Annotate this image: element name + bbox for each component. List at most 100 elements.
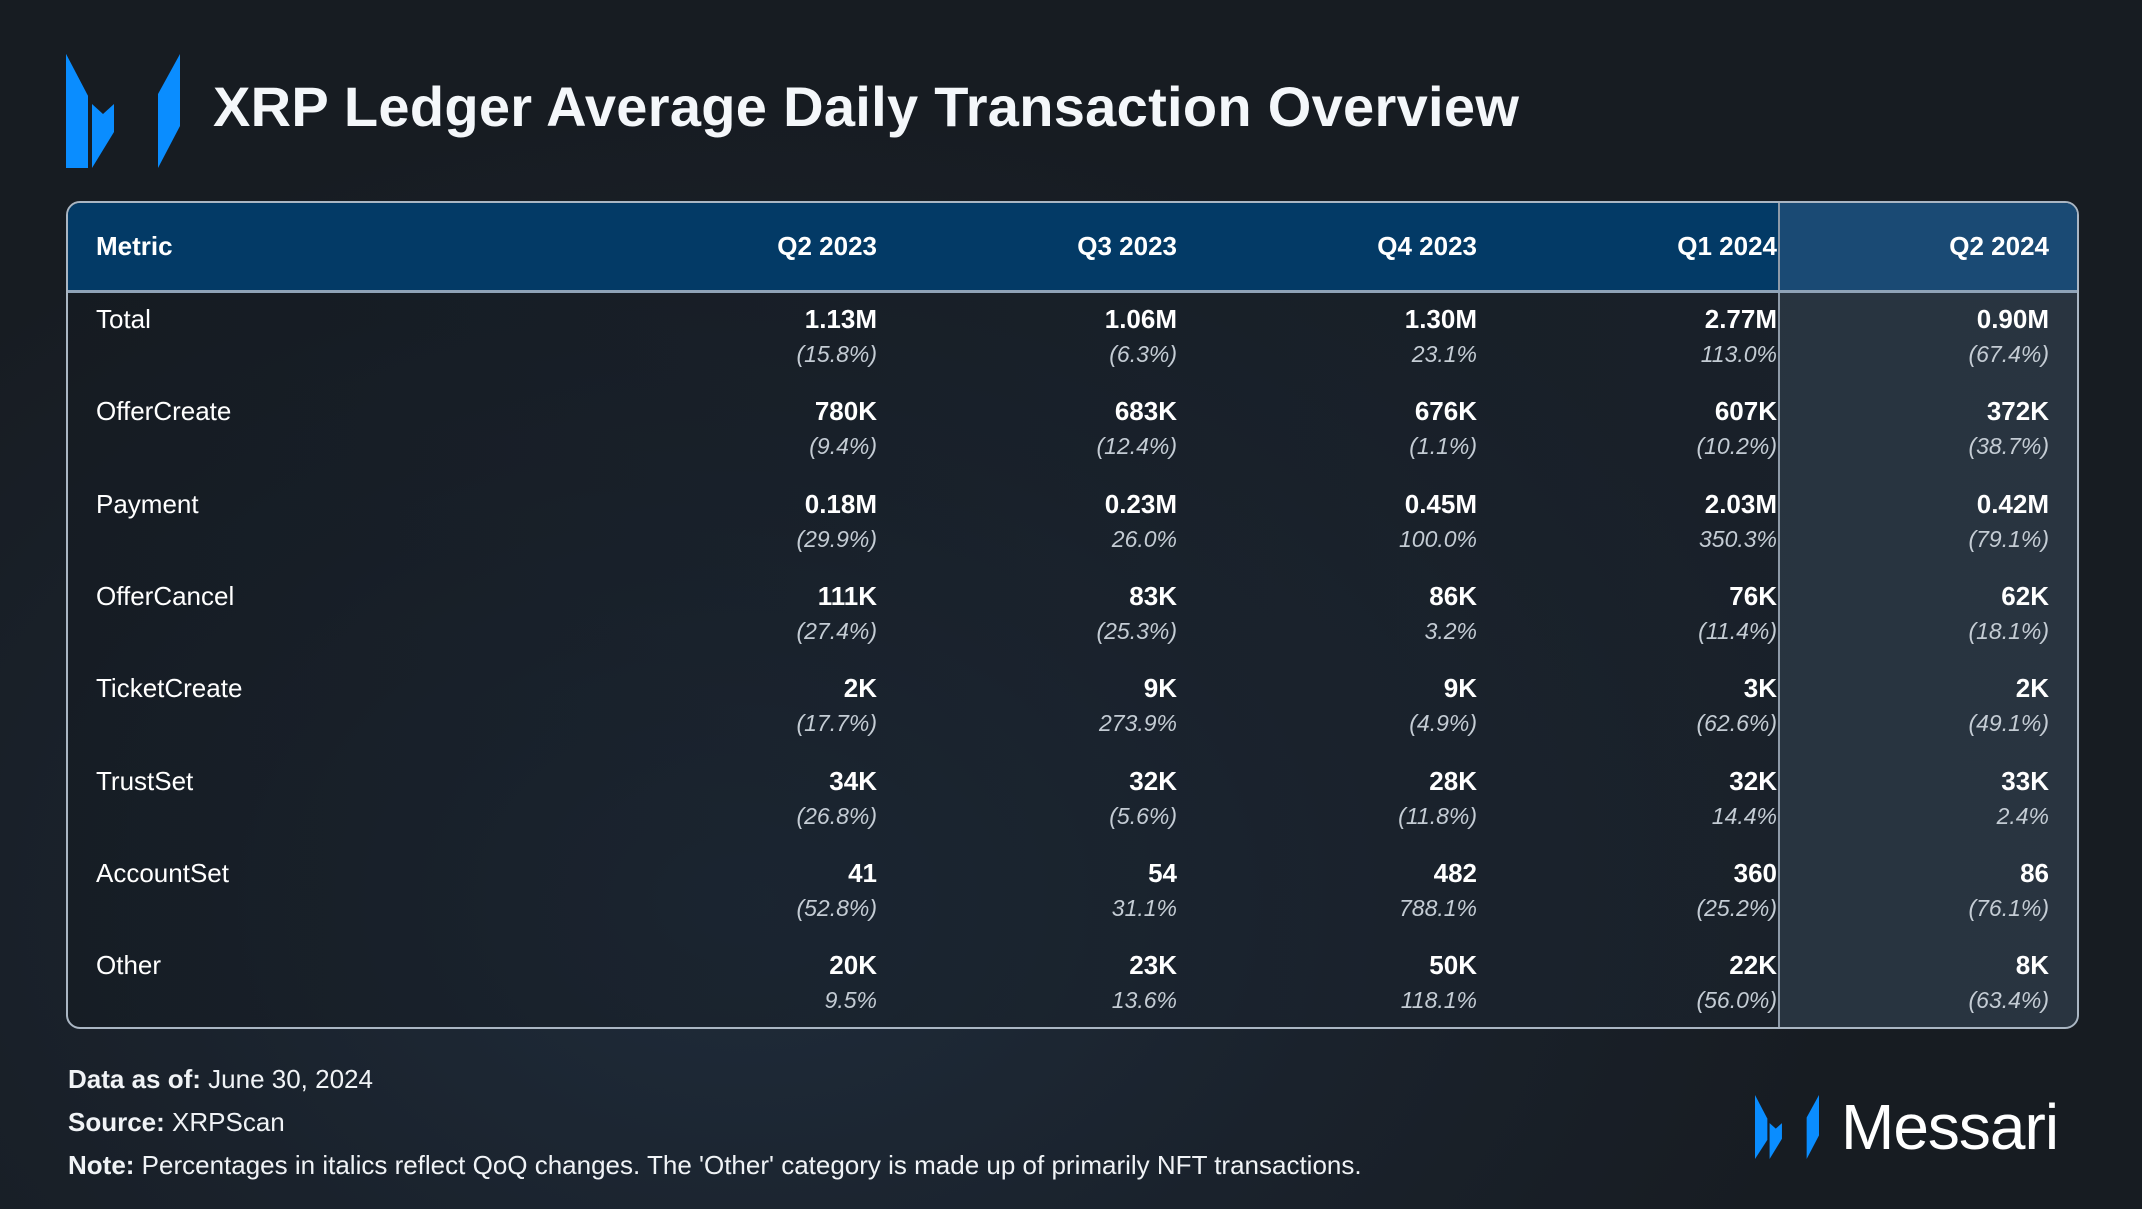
cell-qoq-change: (11.4%) [1698, 617, 1777, 644]
data-date: Data as of: June 30, 2024 [68, 1064, 373, 1095]
cell-value: 62K [2001, 580, 2049, 611]
source-label: Source: [68, 1107, 165, 1137]
column-header: Q2 2023 [777, 231, 877, 261]
cell-qoq-change: (25.2%) [1696, 894, 1777, 921]
column-header: Q1 2024 [1677, 231, 1777, 261]
cell-value: 2.03M [1704, 488, 1777, 519]
cell-value: 50K [1429, 950, 1477, 981]
transaction-table: Metric Q2 2023 Q3 2023 Q4 2023 Q1 2024 Q2 202… [66, 201, 2079, 1029]
cell-qoq-change: (56.0%) [1696, 987, 1777, 1014]
cell-qoq-change: (67.4%) [1968, 341, 2049, 367]
date-value: June 30, 2024 [200, 1064, 373, 1094]
cell-qoq-change: 350.3% [1698, 525, 1777, 552]
cell-value: 76K [1729, 580, 1777, 611]
cell-qoq-change: (6.3%) [1109, 341, 1177, 367]
note: Note: Percentages in italics reflect QoQ… [68, 1150, 1362, 1181]
cell-qoq-change: 23.1% [1411, 341, 1477, 367]
cell-qoq-change: 3.2% [1424, 617, 1477, 644]
table-header: Metric Q2 2023 Q3 2023 Q4 2023 Q1 2024 Q2 202… [68, 203, 2077, 293]
cell-value: 54 [1148, 857, 1177, 888]
cell-qoq-change: 9.5% [824, 987, 877, 1014]
cell-value: 9K [1443, 673, 1477, 704]
row-metric: Payment [96, 488, 199, 519]
cell-qoq-change: 100.0% [1398, 525, 1477, 552]
cell-qoq-change: (15.8%) [796, 341, 877, 367]
cell-value: 0.42M [1976, 488, 2049, 519]
cell-value: 360 [1733, 857, 1777, 888]
cell-qoq-change: (9.4%) [809, 433, 877, 460]
cell-value: 111K [817, 580, 877, 611]
cell-value: 1.06M [1104, 304, 1177, 334]
row-metric: AccountSet [96, 857, 229, 888]
cell-value: 607K [1714, 396, 1777, 427]
cell-qoq-change: (18.1%) [1968, 617, 2049, 644]
cell-qoq-change: 26.0% [1111, 525, 1177, 552]
cell-qoq-change: (26.8%) [796, 802, 877, 829]
row-metric: TrustSet [96, 765, 194, 796]
cell-qoq-change: 14.4% [1711, 802, 1777, 829]
column-header: Metric [96, 231, 173, 261]
cell-value: 22K [1729, 950, 1777, 981]
cell-qoq-change: 273.9% [1098, 710, 1177, 737]
note-label: Note: [68, 1150, 135, 1180]
cell-qoq-change: (5.6%) [1109, 802, 1177, 829]
cell-value: 1.13M [804, 304, 877, 334]
cell-value: 3K [1743, 673, 1777, 704]
cell-value: 86K [1429, 580, 1477, 611]
source-value: XRPScan [164, 1107, 285, 1137]
page-title: XRP Ledger Average Daily Transaction Ove… [213, 75, 1520, 138]
cell-qoq-change: 31.1% [1111, 894, 1177, 921]
note-value: Percentages in italics reflect QoQ chang… [134, 1150, 1362, 1180]
cell-value: 2K [2015, 673, 2049, 704]
messari-logo-icon [66, 54, 180, 168]
cell-qoq-change: (52.8%) [796, 894, 877, 921]
cell-value: 372K [1986, 396, 2049, 427]
cell-value: 2K [843, 673, 877, 704]
cell-qoq-change: (38.7%) [1968, 433, 2049, 460]
column-header: Q4 2023 [1377, 231, 1477, 261]
cell-value: 9K [1143, 673, 1177, 704]
messari-logo-icon [1755, 1095, 1819, 1159]
cell-value: 86 [2020, 857, 2049, 888]
cell-qoq-change: (27.4%) [796, 617, 877, 644]
cell-value: 683K [1114, 396, 1177, 427]
cell-value: 83K [1129, 580, 1177, 611]
cell-qoq-change: 118.1% [1400, 987, 1477, 1014]
cell-qoq-change: (11.8%) [1398, 802, 1477, 829]
cell-qoq-change: (76.1%) [1968, 894, 2049, 921]
cell-value: 32K [1129, 765, 1177, 796]
row-metric: OfferCancel [96, 580, 235, 611]
cell-value: 0.23M [1104, 488, 1177, 519]
cell-value: 8K [2015, 950, 2049, 981]
column-header: Q2 2024 [1949, 231, 2049, 261]
highlighted-column-header [1778, 203, 2077, 290]
cell-value: 41 [848, 857, 877, 888]
cell-qoq-change: (17.7%) [796, 710, 877, 737]
cell-qoq-change: 2.4% [1996, 802, 2049, 829]
data-source: Source: XRPScan [68, 1107, 285, 1138]
cell-value: 28K [1429, 765, 1477, 796]
row-metric: TicketCreate [96, 673, 243, 704]
cell-value: 23K [1129, 950, 1177, 981]
cell-qoq-change: (63.4%) [1968, 987, 2049, 1014]
row-metric: Other [96, 950, 162, 981]
cell-value: 676K [1414, 396, 1477, 427]
row-metric: Total [96, 304, 151, 334]
messari-brand: Messari [1755, 1090, 2059, 1164]
cell-value: 482 [1433, 857, 1477, 888]
date-label: Data as of: [68, 1064, 201, 1094]
cell-value: 0.90M [1976, 304, 2049, 334]
cell-qoq-change: (79.1%) [1968, 525, 2049, 552]
cell-value: 32K [1729, 765, 1777, 796]
cell-qoq-change: (12.4%) [1096, 433, 1177, 460]
cell-value: 20K [829, 950, 877, 981]
cell-qoq-change: (25.3%) [1096, 617, 1177, 644]
row-metric: OfferCreate [96, 396, 232, 427]
cell-qoq-change: (10.2%) [1696, 433, 1777, 460]
cell-qoq-change: (1.1%) [1409, 433, 1477, 460]
cell-qoq-change: 113.0% [1700, 341, 1777, 367]
cell-value: 0.18M [804, 488, 877, 519]
cell-qoq-change: 13.6% [1111, 987, 1177, 1014]
cell-value: 1.30M [1404, 304, 1477, 334]
cell-qoq-change: (49.1%) [1968, 710, 2049, 737]
